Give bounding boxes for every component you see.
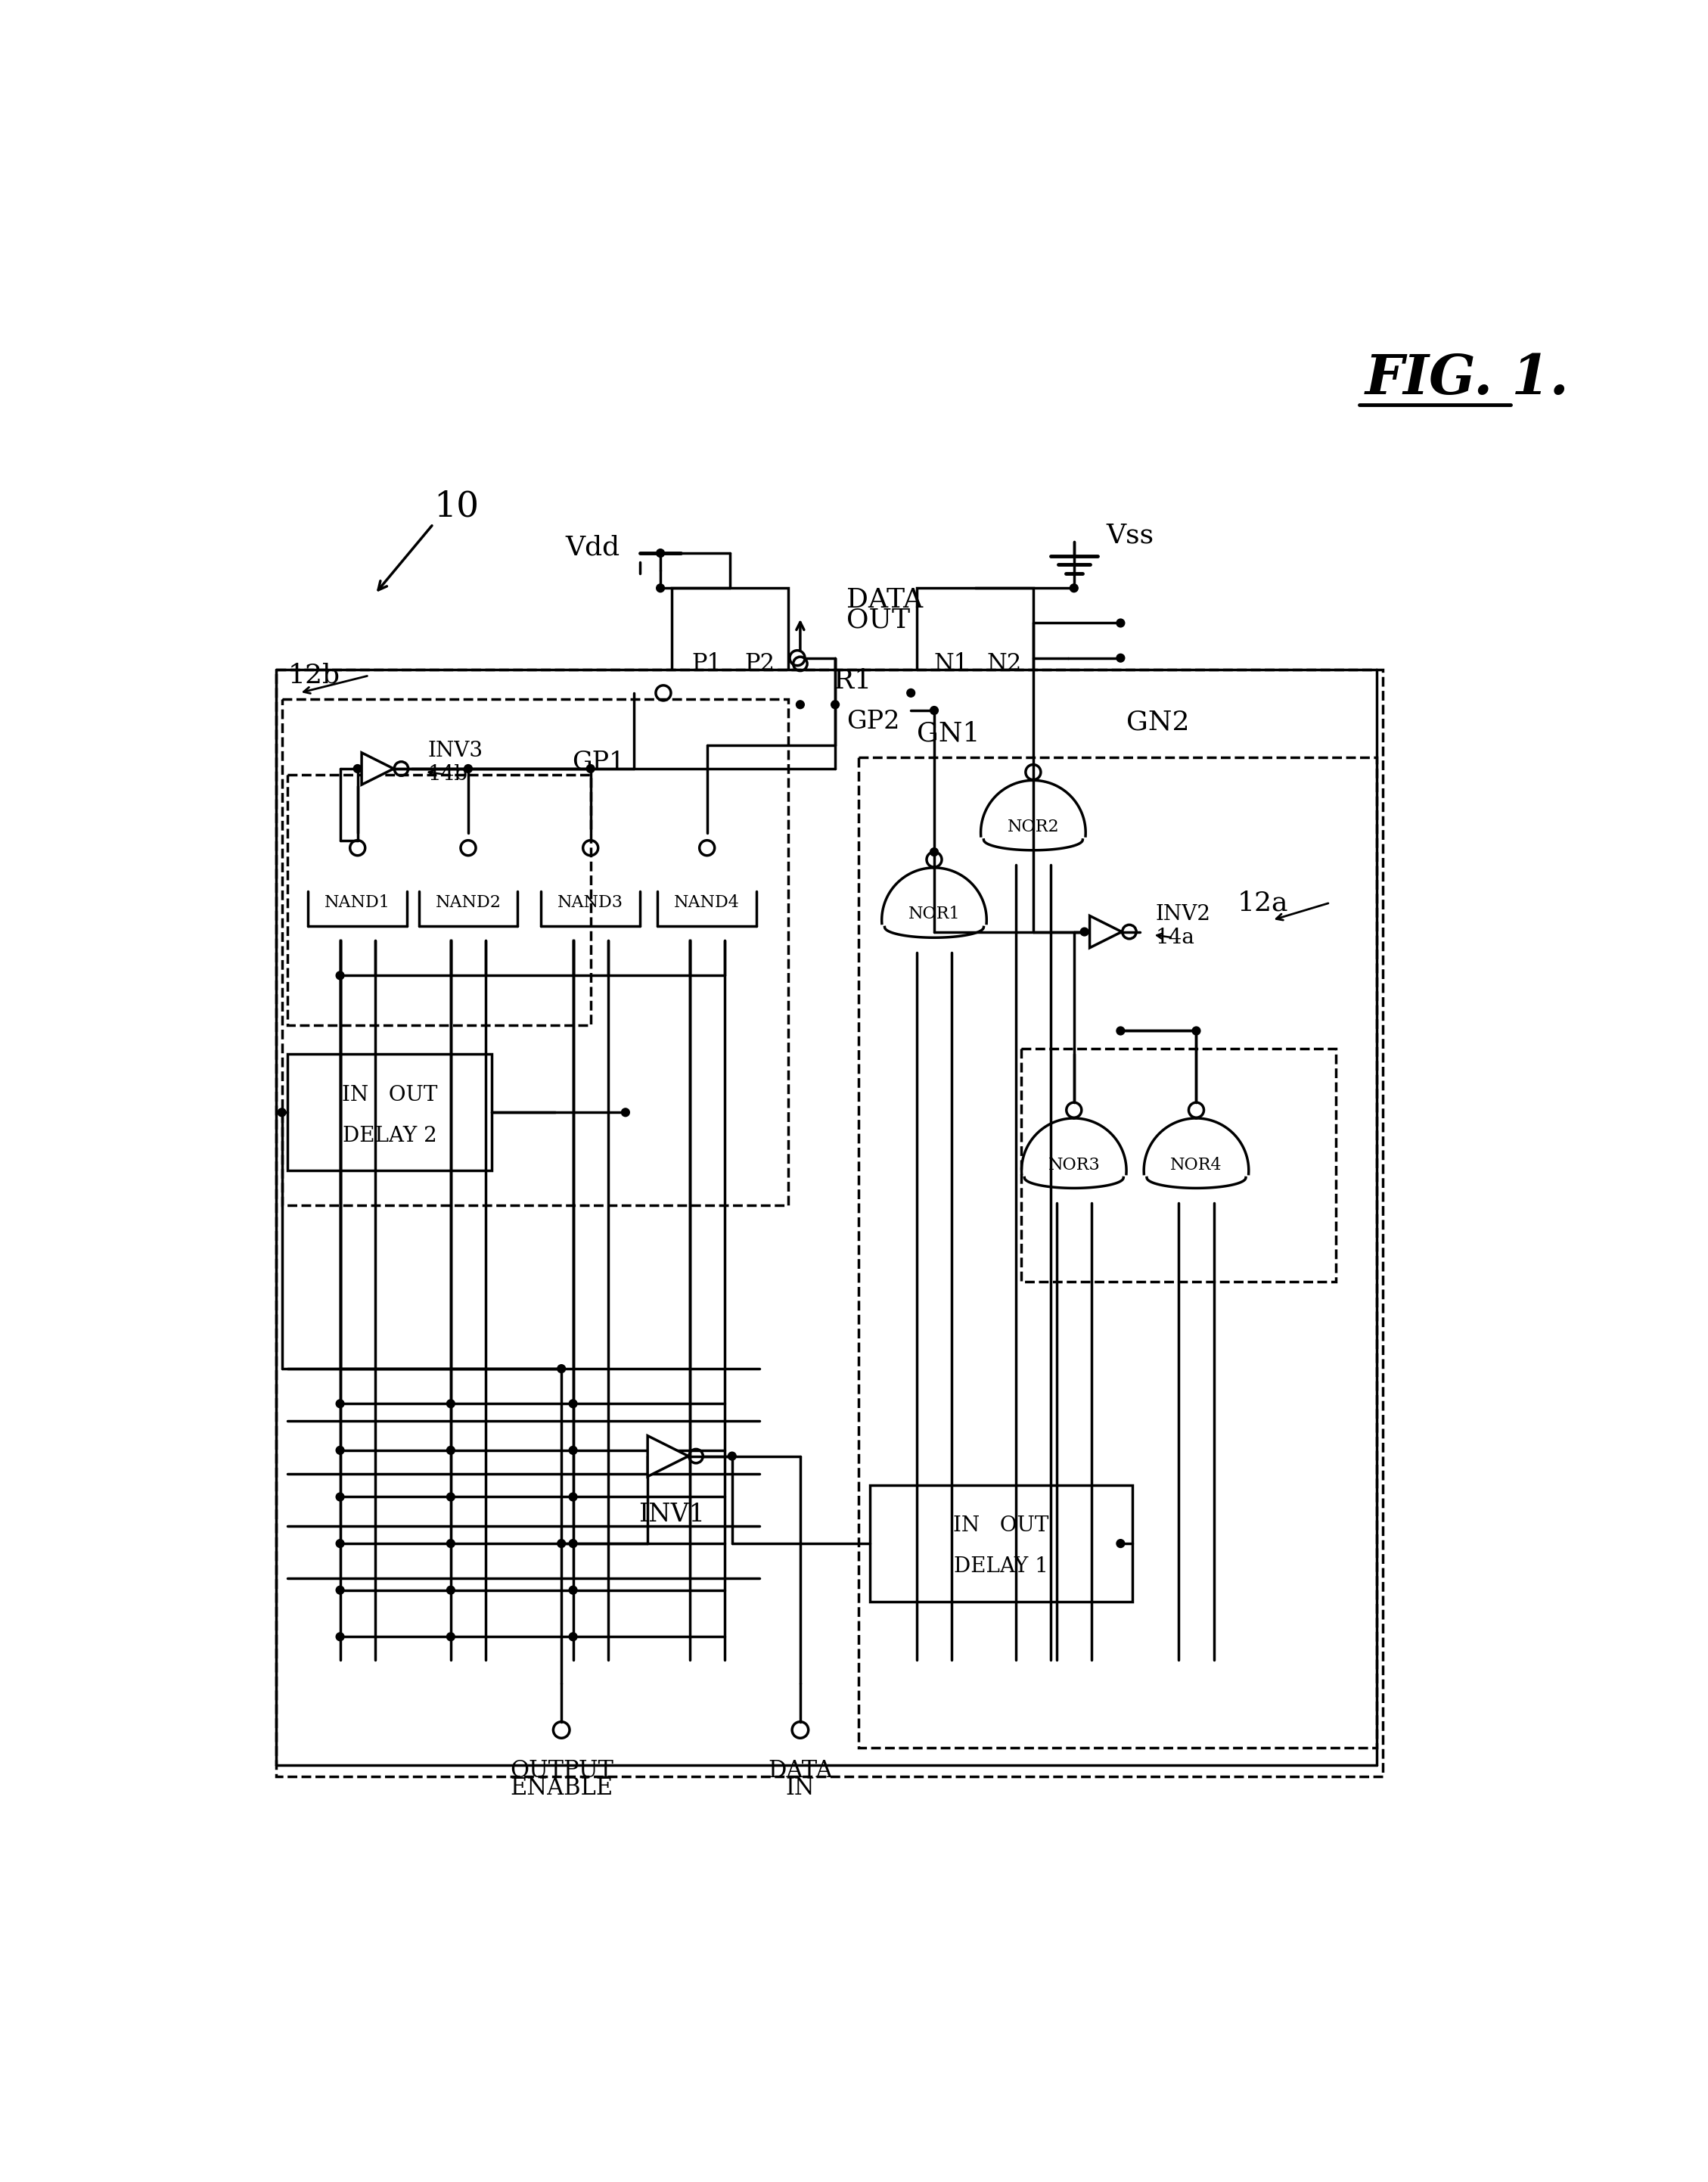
Text: DELAY 1: DELAY 1	[955, 1556, 1049, 1578]
Text: NAND4: NAND4	[675, 895, 740, 912]
Bar	[277, 670, 1383, 1776]
Circle shape	[447, 1492, 454, 1501]
Polygon shape	[1090, 916, 1122, 947]
Text: NOR1: NOR1	[909, 906, 960, 923]
Text: NOR3: NOR3	[1049, 1156, 1100, 1174]
Text: 10: 10	[434, 489, 478, 524]
Text: DELAY 2: DELAY 2	[342, 1126, 437, 1146]
Circle shape	[907, 690, 915, 696]
Bar	[869, 1486, 1132, 1602]
Bar	[287, 1054, 492, 1172]
Circle shape	[354, 764, 362, 772]
Circle shape	[336, 1492, 343, 1501]
Circle shape	[278, 1108, 285, 1117]
Text: IN   OUT: IN OUT	[342, 1084, 437, 1104]
Text: P1: P1	[692, 652, 722, 676]
Circle shape	[336, 1447, 343, 1455]
Circle shape	[569, 1540, 577, 1547]
Circle shape	[1117, 1540, 1124, 1547]
Bar	[1021, 1047, 1336, 1281]
Circle shape	[931, 707, 938, 714]
Circle shape	[557, 1540, 565, 1547]
Text: IN: IN	[786, 1776, 815, 1800]
Text: P2: P2	[745, 652, 774, 676]
Bar	[859, 757, 1377, 1748]
Circle shape	[586, 764, 594, 772]
Text: 14b: 14b	[427, 764, 468, 786]
Circle shape	[569, 1586, 577, 1595]
Text: NOR2: NOR2	[1008, 818, 1059, 836]
Text: 12b: 12b	[287, 663, 340, 687]
Circle shape	[1117, 1028, 1124, 1034]
Circle shape	[447, 1399, 454, 1407]
Text: ENABLE: ENABLE	[511, 1776, 613, 1800]
Circle shape	[832, 700, 839, 709]
Circle shape	[447, 1632, 454, 1641]
Circle shape	[569, 1399, 577, 1407]
Text: NAND2: NAND2	[436, 895, 500, 912]
Circle shape	[569, 1447, 577, 1455]
Circle shape	[728, 1451, 736, 1460]
Text: GN1: GN1	[917, 720, 980, 746]
Circle shape	[557, 1364, 565, 1372]
Bar	[671, 589, 789, 764]
Text: NOR4: NOR4	[1170, 1156, 1223, 1174]
Text: DATA: DATA	[847, 587, 924, 613]
Text: Vdd: Vdd	[565, 535, 620, 561]
Circle shape	[336, 1540, 343, 1547]
Circle shape	[931, 849, 938, 855]
Circle shape	[447, 1586, 454, 1595]
Bar	[287, 775, 591, 1026]
Text: FIG. 1.: FIG. 1.	[1365, 351, 1570, 406]
Text: GP1: GP1	[572, 751, 625, 775]
Text: N2: N2	[987, 652, 1021, 676]
Circle shape	[447, 1540, 454, 1547]
Circle shape	[336, 1632, 343, 1641]
Text: OUTPUT: OUTPUT	[509, 1759, 613, 1783]
Text: INV3: INV3	[427, 742, 483, 762]
Text: GP2: GP2	[847, 709, 900, 733]
Circle shape	[656, 550, 664, 556]
Text: R1: R1	[834, 668, 871, 694]
Circle shape	[465, 764, 473, 772]
Circle shape	[622, 1108, 630, 1117]
Text: INV1: INV1	[639, 1501, 705, 1527]
Polygon shape	[647, 1436, 688, 1477]
Text: OUT: OUT	[847, 607, 910, 633]
Polygon shape	[362, 753, 393, 786]
Circle shape	[796, 700, 804, 709]
Circle shape	[569, 1632, 577, 1641]
Circle shape	[1081, 927, 1088, 936]
Text: Vss: Vss	[1107, 524, 1153, 548]
Text: NAND3: NAND3	[557, 895, 623, 912]
Text: NAND1: NAND1	[325, 895, 391, 912]
Text: 12a: 12a	[1237, 890, 1288, 916]
Circle shape	[569, 1492, 577, 1501]
Circle shape	[1069, 585, 1078, 591]
Text: N1: N1	[934, 652, 968, 676]
Bar	[282, 698, 789, 1207]
Text: INV2: INV2	[1156, 903, 1211, 925]
Circle shape	[1117, 620, 1124, 626]
Circle shape	[1192, 1028, 1201, 1034]
Circle shape	[336, 1586, 343, 1595]
Circle shape	[336, 971, 343, 980]
Bar	[917, 589, 1033, 764]
Text: GN2: GN2	[1126, 709, 1189, 735]
Circle shape	[336, 1399, 343, 1407]
Circle shape	[447, 1447, 454, 1455]
Text: 14a: 14a	[1156, 927, 1194, 947]
Circle shape	[656, 585, 664, 591]
Text: IN   OUT: IN OUT	[953, 1516, 1049, 1536]
Circle shape	[1117, 655, 1124, 661]
Text: DATA: DATA	[769, 1759, 832, 1783]
